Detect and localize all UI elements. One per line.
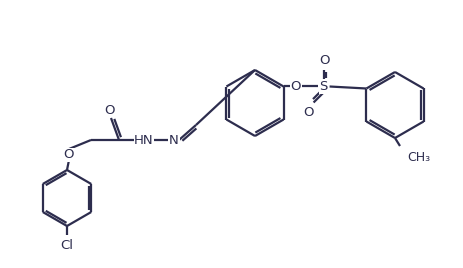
- Text: Cl: Cl: [60, 239, 73, 252]
- Text: CH₃: CH₃: [406, 151, 429, 164]
- Text: S: S: [319, 80, 327, 93]
- Text: O: O: [303, 106, 313, 119]
- Text: HN: HN: [134, 133, 153, 147]
- Text: O: O: [319, 54, 329, 67]
- Text: O: O: [63, 148, 74, 162]
- Text: O: O: [105, 103, 115, 117]
- Text: O: O: [290, 80, 300, 93]
- Text: N: N: [169, 133, 179, 147]
